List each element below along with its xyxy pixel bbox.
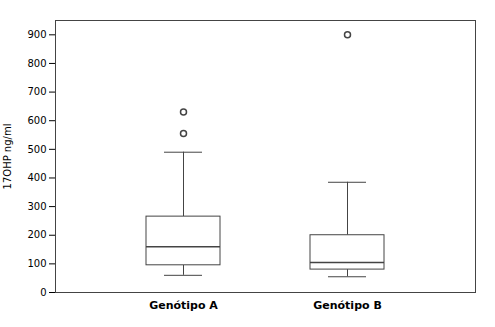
svg-text:300: 300 bbox=[27, 201, 46, 212]
svg-text:17OHP ng/ml: 17OHP ng/ml bbox=[2, 124, 13, 190]
svg-text:800: 800 bbox=[27, 58, 46, 69]
svg-text:200: 200 bbox=[27, 229, 46, 240]
svg-text:600: 600 bbox=[27, 115, 46, 126]
svg-text:700: 700 bbox=[27, 86, 46, 97]
svg-text:Genótipo B: Genótipo B bbox=[313, 299, 382, 312]
svg-text:400: 400 bbox=[27, 172, 46, 183]
svg-text:500: 500 bbox=[27, 144, 46, 155]
svg-text:900: 900 bbox=[27, 29, 46, 40]
svg-text:0: 0 bbox=[40, 287, 46, 298]
svg-text:100: 100 bbox=[27, 258, 46, 269]
svg-text:Genótipo A: Genótipo A bbox=[149, 299, 218, 312]
